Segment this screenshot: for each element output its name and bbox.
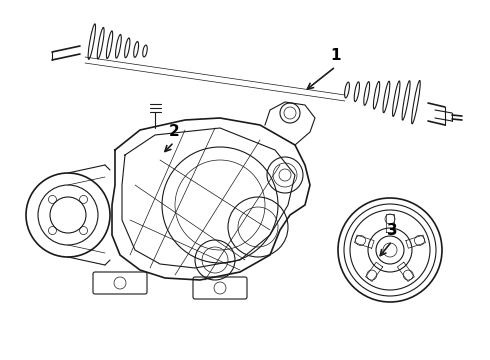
- Text: 3: 3: [387, 223, 397, 238]
- Text: 2: 2: [169, 124, 179, 139]
- Text: 1: 1: [330, 48, 341, 63]
